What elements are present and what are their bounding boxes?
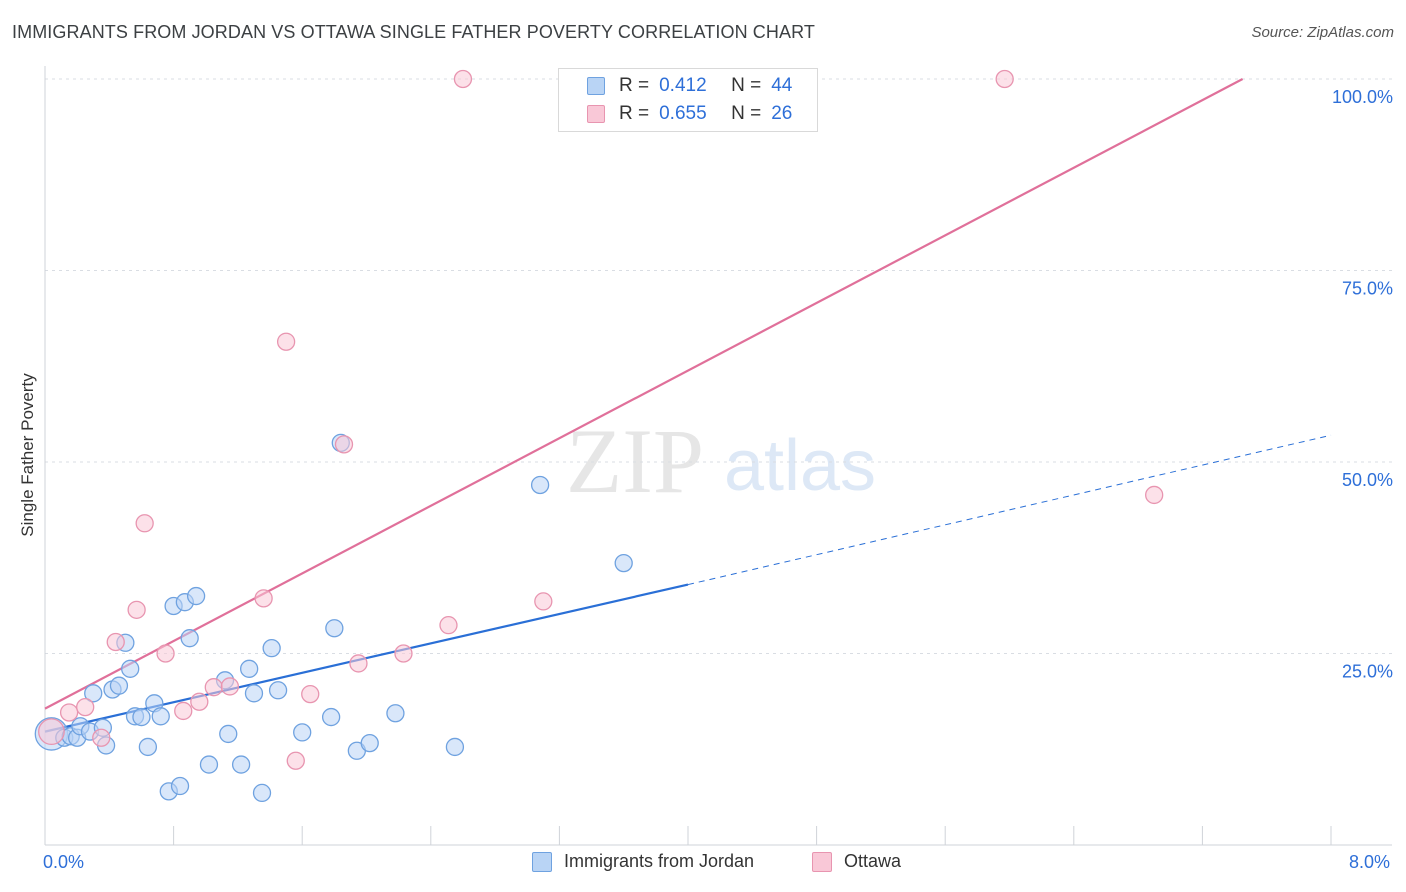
ottawa-point (439, 616, 458, 635)
stats-row-ottawa: R = 0.655 N = 26 (559, 100, 792, 128)
y-tick-label: 100.0% (1332, 87, 1393, 107)
x-tick-label-min: 0.0% (43, 852, 85, 872)
y-axis-label: Single Father Poverty (18, 373, 37, 537)
y-tick-labels: 25.0% 50.0% 75.0% 100.0% (1332, 87, 1393, 682)
ottawa-point (76, 697, 95, 717)
jordan-point (180, 629, 199, 648)
n-value: 26 (771, 103, 793, 124)
series-legend: Immigrants from Jordan Ottawa (0, 851, 1406, 879)
n-label: N = (731, 75, 762, 96)
jordan-point (445, 737, 465, 757)
legend-label-ottawa: Ottawa (844, 851, 902, 871)
jordan-point (121, 659, 140, 678)
ottawa-swatch-icon (587, 105, 605, 123)
jordan-point (293, 723, 312, 742)
legend-item-ottawa: Ottawa (812, 851, 901, 872)
jordan-point (186, 586, 206, 606)
axes (44, 66, 1392, 846)
ottawa-trend-line (44, 78, 1244, 710)
jordan-point (138, 737, 158, 757)
jordan-swatch-icon (587, 77, 605, 95)
jordan-point (199, 755, 219, 774)
ottawa-point (106, 632, 125, 652)
y-tick-label: 25.0% (1342, 662, 1393, 682)
ottawa-point (127, 600, 146, 619)
ottawa-point (135, 514, 154, 533)
jordan-point (321, 707, 341, 727)
jordan-point (132, 707, 151, 727)
r-value: 0.655 (659, 103, 707, 124)
ottawa-point (534, 592, 553, 611)
watermark-zip: ZIP (566, 410, 704, 512)
n-label: N = (731, 103, 762, 124)
ottawa-point (995, 69, 1014, 89)
ottawa-point (276, 332, 296, 351)
jordan-trend-extension (687, 434, 1332, 586)
ottawa-point (190, 692, 209, 711)
jordan-point (240, 659, 259, 678)
y-tick-label: 50.0% (1342, 470, 1393, 490)
jordan-point (252, 783, 272, 803)
chart-title: IMMIGRANTS FROM JORDAN VS OTTAWA SINGLE … (12, 22, 815, 42)
jordan-point (151, 707, 170, 726)
jordan-point (244, 684, 264, 703)
jordan-point (325, 619, 344, 638)
legend-label-jordan: Immigrants from Jordan (564, 851, 755, 871)
x-tick-label-max: 8.0% (1349, 852, 1391, 872)
ottawa-point (156, 644, 175, 663)
r-label: R = (619, 103, 650, 124)
watermark: ZIP atlas (566, 410, 876, 512)
gridlines (45, 78, 1392, 654)
ottawa-point (254, 589, 273, 608)
scatter-points (34, 69, 1164, 803)
legend-item-jordan: Immigrants from Jordan (532, 851, 754, 872)
ottawa-point (174, 701, 193, 721)
jordan-point (219, 724, 238, 744)
trend-lines (44, 78, 1332, 733)
ottawa-point (220, 677, 240, 696)
ottawa-point (38, 718, 65, 746)
r-label: R = (619, 75, 650, 96)
y-tick-label: 75.0% (1342, 279, 1393, 299)
jordan-point (109, 676, 129, 695)
ottawa-point (92, 728, 111, 747)
r-value: 0.412 (659, 75, 707, 96)
jordan-legend-swatch-icon (532, 851, 552, 872)
jordan-point (614, 553, 633, 573)
ottawa-legend-swatch-icon (812, 851, 832, 872)
n-value: 44 (771, 75, 793, 96)
jordan-point (268, 681, 288, 700)
ottawa-point (1145, 485, 1164, 505)
ottawa-point (204, 678, 223, 697)
ottawa-point (334, 435, 354, 454)
jordan-point (262, 638, 281, 658)
ottawa-point (301, 684, 320, 704)
jordan-point (84, 684, 103, 703)
ottawa-point (394, 644, 413, 663)
stats-row-jordan: R = 0.412 N = 44 (559, 72, 792, 100)
ottawa-point (59, 703, 79, 722)
ottawa-point (349, 654, 368, 673)
jordan-point (530, 475, 550, 495)
watermark-atlas: atlas (724, 426, 876, 506)
jordan-point (170, 776, 190, 796)
jordan-point (360, 733, 379, 753)
jordan-point (231, 755, 251, 774)
ottawa-point (453, 69, 473, 89)
jordan-point (386, 704, 405, 723)
stats-legend: R = 0.412 N = 44 R = 0.655 N = 26 (558, 68, 818, 132)
ottawa-point (286, 751, 305, 770)
source-label: Source: ZipAtlas.com (1251, 24, 1394, 41)
